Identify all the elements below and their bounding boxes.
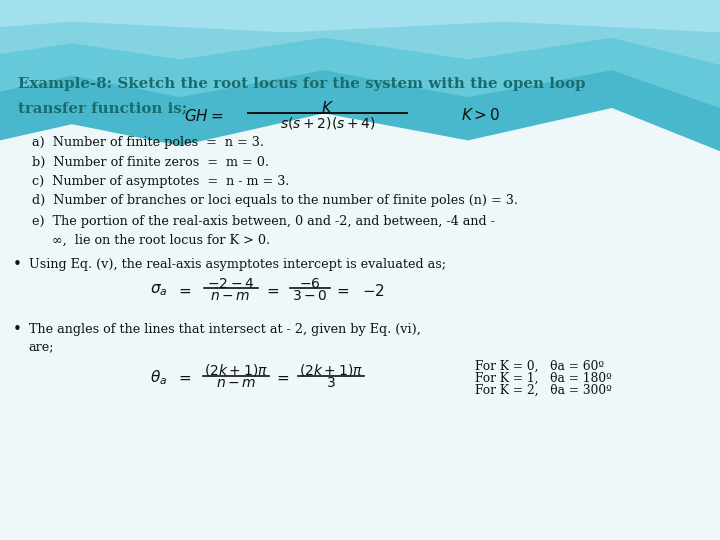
Text: $3-0$: $3-0$ <box>292 289 328 303</box>
Text: $n-m$: $n-m$ <box>216 376 256 390</box>
Text: d)  Number of branches or loci equals to the number of finite poles (n) = 3.: d) Number of branches or loci equals to … <box>32 194 518 207</box>
Text: •: • <box>13 322 22 337</box>
Polygon shape <box>0 0 720 151</box>
Text: •: • <box>13 257 22 272</box>
Text: $=$: $=$ <box>334 284 350 298</box>
Text: $=$: $=$ <box>176 284 192 298</box>
Bar <box>0 97 720 540</box>
Text: $GH =$: $GH =$ <box>184 108 223 124</box>
Polygon shape <box>0 0 720 108</box>
Text: $-2$: $-2$ <box>361 282 384 299</box>
Text: $\theta_a$: $\theta_a$ <box>150 369 167 387</box>
Text: Using Eq. (v), the real-axis asymptotes intercept is evaluated as;: Using Eq. (v), the real-axis asymptotes … <box>29 258 446 271</box>
Polygon shape <box>0 0 720 32</box>
Text: $-6$: $-6$ <box>299 276 320 291</box>
Text: transfer function is;: transfer function is; <box>18 101 187 115</box>
Text: $\sigma_a$: $\sigma_a$ <box>150 282 167 299</box>
Text: c)  Number of asymptotes  =  n - m = 3.: c) Number of asymptotes = n - m = 3. <box>32 175 290 188</box>
Text: $=$: $=$ <box>264 284 280 298</box>
Text: $K > 0$: $K > 0$ <box>461 107 500 123</box>
Text: $3$: $3$ <box>326 376 336 390</box>
Text: are;: are; <box>29 340 54 353</box>
Text: The angles of the lines that intersect at - 2, given by Eq. (vi),: The angles of the lines that intersect a… <box>29 323 420 336</box>
Text: For K = 1,   θa = 180º: For K = 1, θa = 180º <box>475 372 612 384</box>
Polygon shape <box>0 0 720 65</box>
Text: $=$: $=$ <box>274 371 290 385</box>
Text: $-2-4$: $-2-4$ <box>207 276 254 291</box>
Text: $(2k+1)\pi$: $(2k+1)\pi$ <box>204 362 269 378</box>
Text: $=$: $=$ <box>176 371 192 385</box>
Text: For K = 2,   θa = 300º: For K = 2, θa = 300º <box>475 383 612 396</box>
Text: $K$: $K$ <box>321 100 334 116</box>
Text: ∞,  lie on the root locus for K > 0.: ∞, lie on the root locus for K > 0. <box>32 234 271 247</box>
Text: b)  Number of finite zeros  =  m = 0.: b) Number of finite zeros = m = 0. <box>32 156 269 168</box>
Text: Example-8: Sketch the root locus for the system with the open loop: Example-8: Sketch the root locus for the… <box>18 77 585 91</box>
Text: e)  The portion of the real-axis between, 0 and -2, and between, -4 and -: e) The portion of the real-axis between,… <box>32 215 495 228</box>
Text: $n-m$: $n-m$ <box>210 289 251 303</box>
Text: a)  Number of finite poles  =  n = 3.: a) Number of finite poles = n = 3. <box>32 136 264 149</box>
Text: $s(s+2)(s+4)$: $s(s+2)(s+4)$ <box>279 115 376 131</box>
Text: For K = 0,   θa = 60º: For K = 0, θa = 60º <box>475 360 604 373</box>
Text: $(2k+1)\pi$: $(2k+1)\pi$ <box>299 362 364 378</box>
